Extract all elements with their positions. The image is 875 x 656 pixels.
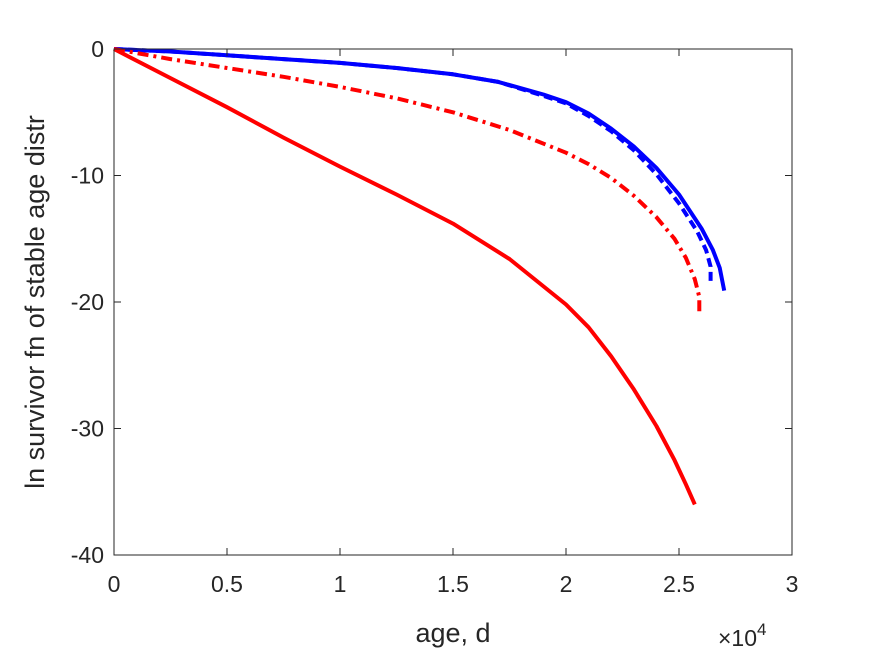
series-line-3 [113, 47, 702, 316]
x-axis-label: age, d [415, 618, 490, 648]
y-tick-label: 0 [91, 36, 104, 62]
plot-area-background [114, 49, 792, 555]
x-multiplier-label: ×104 [718, 620, 766, 651]
x-tick-label: 1 [334, 571, 347, 597]
series-line-2 [113, 47, 713, 285]
y-tick-label: -40 [71, 542, 104, 568]
tick-layer: 0 0.5 1 1.5 2 2.5 3 0 -10 -20 -30 -40 [71, 36, 799, 597]
x-tick-label: 0.5 [211, 571, 243, 597]
x-tick-label: 2.5 [663, 571, 695, 597]
x-tick-label: 1.5 [437, 571, 469, 597]
y-tick-label: -20 [71, 289, 104, 315]
series-layer [113, 47, 727, 506]
series-line-4 [113, 47, 697, 506]
x-tick-label: 0 [108, 571, 121, 597]
x-multiplier-exponent: 4 [757, 620, 766, 639]
x-tick-label: 2 [560, 571, 573, 597]
y-tick-label: -10 [71, 163, 104, 189]
x-tick-label: 3 [786, 571, 799, 597]
y-axis-label: ln survivor fn of stable age distr [20, 115, 50, 489]
y-tick-label: -30 [71, 416, 104, 442]
x-multiplier-base: ×10 [718, 625, 757, 651]
